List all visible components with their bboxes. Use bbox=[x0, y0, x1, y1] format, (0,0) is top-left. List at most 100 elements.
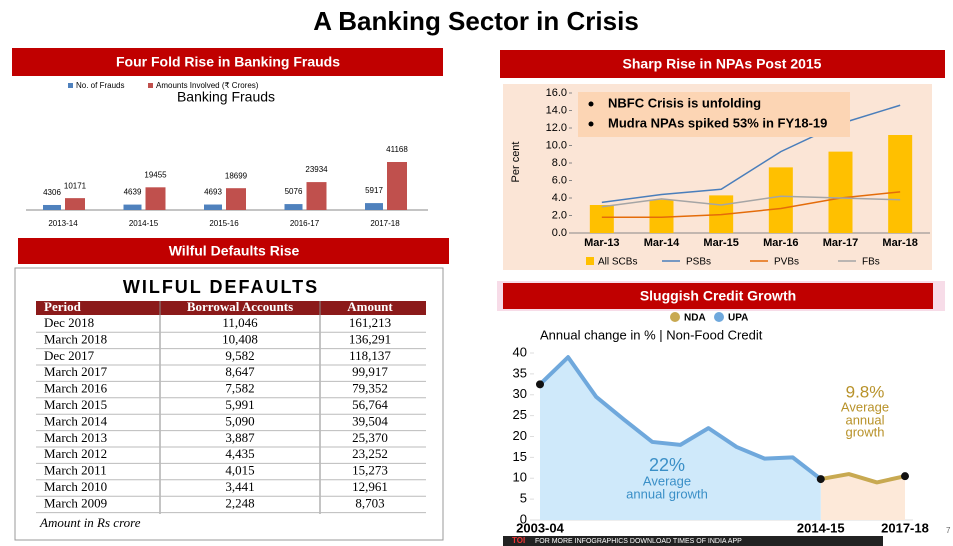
table-cell: 9,582 bbox=[225, 348, 254, 363]
table-cell: March 2015 bbox=[44, 397, 107, 412]
y-tick-label: 35 bbox=[513, 365, 527, 380]
y-tick-label: 15 bbox=[513, 449, 527, 464]
bar bbox=[888, 135, 913, 233]
data-label: 18699 bbox=[225, 171, 248, 180]
annotation: Average bbox=[841, 399, 889, 414]
legend-dot bbox=[714, 312, 724, 322]
annotation: NBFC Crisis is unfolding bbox=[608, 95, 761, 110]
slide-title: A Banking Sector in Crisis bbox=[313, 6, 639, 36]
panel-header-text: Sharp Rise in NPAs Post 2015 bbox=[623, 56, 822, 72]
legend-swatch bbox=[586, 257, 594, 265]
x-tick-label: 2013-14 bbox=[48, 219, 78, 228]
table-cell: 3,887 bbox=[225, 430, 255, 445]
annotation: annual growth bbox=[626, 486, 708, 501]
bar bbox=[43, 204, 61, 210]
table-cell: 5,090 bbox=[225, 413, 254, 428]
annotation: 9.8% bbox=[846, 382, 885, 401]
y-tick-label: 40 bbox=[513, 344, 527, 359]
data-label: 4693 bbox=[204, 188, 222, 197]
point bbox=[536, 380, 544, 389]
panel-header bbox=[12, 48, 443, 76]
bar bbox=[226, 188, 246, 210]
bar bbox=[284, 204, 303, 210]
legend-label: FBs bbox=[862, 257, 880, 268]
panel-header-text: Wilful Defaults Rise bbox=[169, 243, 300, 259]
table-cell: March 2013 bbox=[44, 430, 107, 445]
y-tick-label: 25 bbox=[513, 407, 527, 422]
bar bbox=[145, 187, 166, 210]
y-tick-label: 20 bbox=[513, 428, 527, 443]
table-cell: 25,370 bbox=[352, 430, 388, 445]
footer-brand: TOI bbox=[512, 536, 525, 545]
y-tick-label: 0 bbox=[520, 511, 527, 526]
y-tick-label: 4.0 bbox=[552, 192, 567, 204]
table-cell: 4,015 bbox=[225, 463, 254, 478]
table-cell: 118,137 bbox=[349, 348, 391, 363]
legend-dot bbox=[670, 312, 680, 322]
table-header-cell: Borrowal Accounts bbox=[187, 299, 293, 314]
table-cell: 79,352 bbox=[352, 381, 388, 396]
legend-label: PVBs bbox=[774, 257, 799, 268]
x-tick-label: Mar-14 bbox=[644, 237, 680, 249]
line bbox=[601, 195, 901, 208]
line bbox=[538, 355, 822, 481]
legend-label: PSBs bbox=[686, 257, 711, 268]
legend-swatch bbox=[68, 83, 73, 88]
data-label: 4639 bbox=[124, 188, 142, 197]
table-cell: March 2012 bbox=[44, 446, 107, 461]
data-label: 23934 bbox=[305, 165, 328, 174]
data-label: 19455 bbox=[144, 170, 167, 179]
table-cell: 136,291 bbox=[349, 331, 391, 346]
footer-text: FOR MORE INFOGRAPHICS DOWNLOAD TIMES OF … bbox=[535, 538, 742, 545]
y-tick-label: 0.0 bbox=[552, 227, 567, 239]
bar bbox=[828, 151, 853, 233]
line bbox=[820, 472, 906, 485]
table-cell: 11,046 bbox=[222, 315, 258, 330]
x-tick-label: 2015-16 bbox=[209, 219, 239, 228]
panel-header-text: Sluggish Credit Growth bbox=[640, 288, 796, 304]
annotation: growth bbox=[845, 424, 884, 439]
y-tick-label: 2.0 bbox=[552, 209, 567, 221]
table-header-cell: Amount bbox=[347, 299, 393, 314]
table-cell: 7,582 bbox=[225, 381, 254, 396]
table-cell: 12,961 bbox=[352, 479, 388, 494]
x-tick-label: 2014-15 bbox=[129, 219, 159, 228]
table-cell: 15,273 bbox=[352, 463, 388, 478]
annotation: 22% bbox=[649, 455, 685, 475]
bar bbox=[123, 204, 142, 210]
line bbox=[601, 104, 901, 204]
area bbox=[820, 474, 905, 520]
panel-header bbox=[503, 283, 933, 309]
y-tick-label: 16.0 bbox=[546, 87, 567, 99]
table-cell: 56,764 bbox=[352, 397, 388, 412]
table-cell: 3,441 bbox=[225, 479, 254, 494]
bar bbox=[365, 203, 383, 210]
point bbox=[901, 472, 909, 481]
chart-title: Annual change in % | Non-Food Credit bbox=[540, 327, 763, 342]
bar bbox=[204, 204, 222, 210]
y-tick-label: 10 bbox=[513, 470, 527, 485]
area bbox=[540, 357, 821, 520]
y-tick-label: 5 bbox=[520, 491, 527, 506]
legend-label: Amounts Involved (₹ Crores) bbox=[156, 81, 259, 90]
bullet bbox=[588, 121, 594, 127]
bullet bbox=[588, 101, 594, 107]
y-tick-label: 6.0 bbox=[552, 174, 567, 186]
point bbox=[816, 475, 825, 484]
table-header-cell: Period bbox=[44, 299, 82, 314]
y-tick-label: 10.0 bbox=[546, 139, 567, 151]
y-axis-label: Per cent bbox=[510, 142, 522, 183]
x-tick-label: 2014-15 bbox=[797, 520, 845, 535]
table-cell: 4,435 bbox=[225, 446, 254, 461]
table-cell: Dec 2017 bbox=[44, 348, 95, 363]
table-cell: March 2016 bbox=[44, 381, 108, 396]
y-tick-label: 12.0 bbox=[546, 122, 567, 134]
y-tick-label: 8.0 bbox=[552, 157, 567, 169]
x-tick-label: Mar-16 bbox=[763, 237, 798, 249]
annotation: Mudra NPAs spiked 53% in FY18-19 bbox=[608, 115, 827, 130]
table-cell: 23,252 bbox=[352, 446, 388, 461]
legend-label: No. of Frauds bbox=[76, 81, 124, 90]
legend-swatch bbox=[148, 83, 153, 88]
x-tick-label: 2003-04 bbox=[516, 520, 564, 535]
